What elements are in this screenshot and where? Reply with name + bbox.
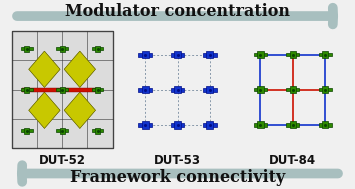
Bar	[174, 121, 181, 129]
Bar	[24, 46, 29, 52]
Bar	[206, 51, 213, 58]
Text: DUT-52: DUT-52	[39, 154, 86, 167]
Bar	[171, 53, 184, 57]
Bar	[22, 88, 61, 92]
Bar	[322, 121, 328, 129]
Bar	[206, 121, 213, 129]
Bar	[203, 88, 217, 92]
Bar	[138, 123, 152, 127]
Bar	[174, 86, 181, 93]
Bar	[56, 47, 68, 50]
Text: DUT-84: DUT-84	[269, 154, 316, 167]
Bar	[174, 51, 181, 58]
Bar	[286, 88, 300, 91]
Polygon shape	[64, 51, 95, 88]
Bar	[24, 87, 29, 93]
Polygon shape	[80, 110, 95, 129]
Text: Framework connectivity: Framework connectivity	[70, 169, 285, 186]
Polygon shape	[80, 69, 95, 88]
Bar	[60, 87, 65, 93]
Bar	[319, 53, 332, 56]
Polygon shape	[29, 69, 44, 88]
Bar	[142, 86, 149, 93]
Bar	[11, 31, 113, 148]
Bar	[286, 53, 300, 56]
Bar	[60, 128, 65, 134]
Polygon shape	[64, 69, 80, 88]
Bar	[254, 123, 267, 127]
Bar	[319, 88, 332, 91]
Bar	[21, 129, 33, 132]
Bar	[257, 86, 264, 93]
Bar	[290, 121, 296, 129]
Bar	[290, 51, 296, 58]
Polygon shape	[29, 51, 60, 88]
Polygon shape	[44, 110, 60, 129]
Bar	[63, 88, 99, 92]
Bar	[95, 87, 100, 93]
Bar	[322, 51, 328, 58]
Bar	[142, 121, 149, 129]
Bar	[286, 123, 300, 127]
Bar	[203, 53, 217, 57]
Polygon shape	[64, 92, 95, 129]
Bar	[142, 51, 149, 58]
Bar	[290, 86, 296, 93]
Bar	[206, 86, 213, 93]
Bar	[171, 88, 184, 92]
Bar	[319, 123, 332, 127]
Bar	[60, 46, 65, 52]
Polygon shape	[29, 110, 44, 129]
Bar	[138, 88, 152, 92]
Bar	[138, 53, 152, 57]
Bar	[95, 46, 100, 52]
Bar	[254, 88, 267, 91]
Polygon shape	[29, 92, 60, 129]
Bar	[95, 128, 100, 134]
Text: Modulator concentration: Modulator concentration	[65, 3, 290, 20]
Text: DUT-53: DUT-53	[154, 154, 201, 167]
Bar	[92, 47, 103, 50]
Polygon shape	[44, 51, 60, 69]
Bar	[92, 88, 103, 91]
Polygon shape	[64, 92, 80, 110]
Bar	[254, 53, 267, 56]
Polygon shape	[44, 69, 60, 88]
Bar	[56, 88, 68, 91]
Polygon shape	[64, 51, 80, 69]
Bar	[322, 86, 328, 93]
Bar	[171, 123, 184, 127]
Polygon shape	[29, 51, 44, 69]
Bar	[92, 129, 103, 132]
Polygon shape	[64, 110, 80, 129]
Bar	[203, 123, 217, 127]
Polygon shape	[44, 92, 60, 110]
Bar	[56, 129, 68, 132]
Polygon shape	[29, 92, 44, 110]
Polygon shape	[80, 92, 95, 110]
Bar	[257, 51, 264, 58]
Bar	[257, 121, 264, 129]
Bar	[21, 88, 33, 91]
Bar	[21, 47, 33, 50]
Bar	[24, 128, 29, 134]
Polygon shape	[80, 51, 95, 69]
